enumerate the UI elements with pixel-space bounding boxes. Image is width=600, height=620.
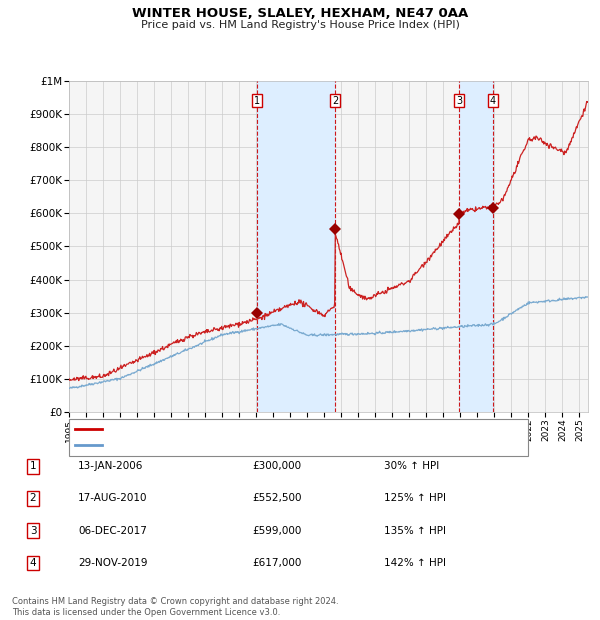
- Text: 17-AUG-2010: 17-AUG-2010: [78, 494, 148, 503]
- Text: 2: 2: [332, 95, 338, 105]
- Text: £552,500: £552,500: [252, 494, 302, 503]
- Text: 3: 3: [29, 526, 37, 536]
- Text: 06-DEC-2017: 06-DEC-2017: [78, 526, 147, 536]
- Text: 1: 1: [29, 461, 37, 471]
- Text: WINTER HOUSE, SLALEY, HEXHAM, NE47 0AA: WINTER HOUSE, SLALEY, HEXHAM, NE47 0AA: [132, 7, 468, 20]
- Text: 29-NOV-2019: 29-NOV-2019: [78, 558, 148, 568]
- Bar: [459, 81, 493, 412]
- Text: 30% ↑ HPI: 30% ↑ HPI: [384, 461, 439, 471]
- Text: 135% ↑ HPI: 135% ↑ HPI: [384, 526, 446, 536]
- Text: 1: 1: [254, 95, 260, 105]
- Text: 4: 4: [490, 95, 496, 105]
- Text: £617,000: £617,000: [252, 558, 301, 568]
- Text: 13-JAN-2006: 13-JAN-2006: [78, 461, 143, 471]
- Text: 2: 2: [29, 494, 37, 503]
- Text: Contains HM Land Registry data © Crown copyright and database right 2024.
This d: Contains HM Land Registry data © Crown c…: [12, 598, 338, 617]
- Text: £599,000: £599,000: [252, 526, 301, 536]
- Text: Price paid vs. HM Land Registry's House Price Index (HPI): Price paid vs. HM Land Registry's House …: [140, 20, 460, 30]
- Text: 4: 4: [29, 558, 37, 568]
- Text: HPI: Average price, detached house, Northumberland: HPI: Average price, detached house, Nort…: [106, 440, 373, 450]
- Text: WINTER HOUSE, SLALEY, HEXHAM, NE47 0AA (detached house): WINTER HOUSE, SLALEY, HEXHAM, NE47 0AA (…: [106, 424, 424, 434]
- Text: 3: 3: [456, 95, 462, 105]
- Text: 142% ↑ HPI: 142% ↑ HPI: [384, 558, 446, 568]
- Text: £300,000: £300,000: [252, 461, 301, 471]
- Bar: [257, 81, 335, 412]
- Text: 125% ↑ HPI: 125% ↑ HPI: [384, 494, 446, 503]
